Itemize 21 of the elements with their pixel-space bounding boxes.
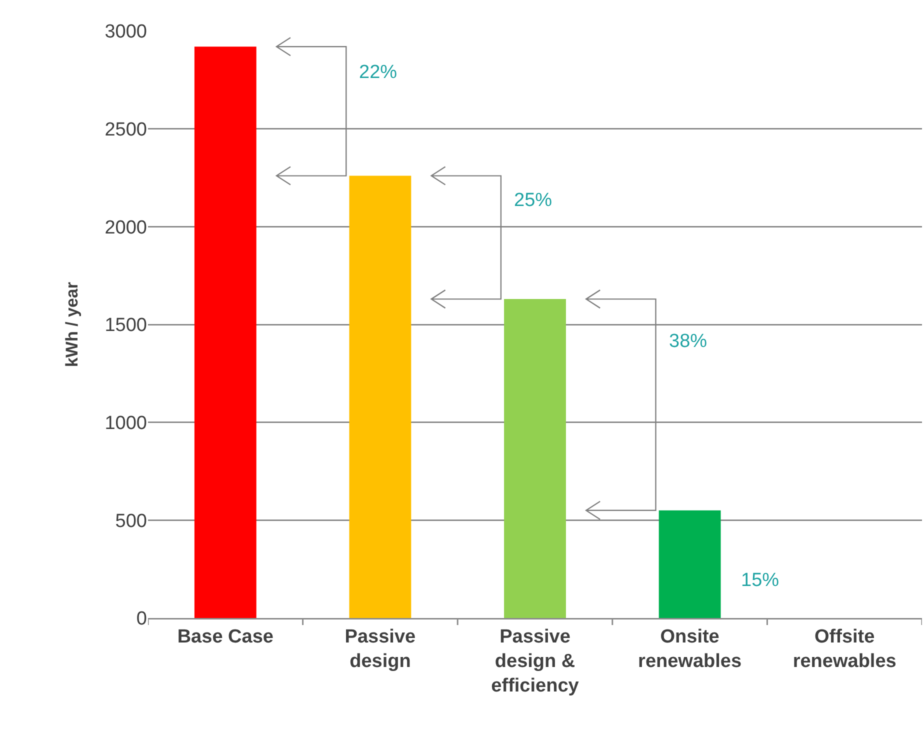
x-tick-label: Passive design & efficiency xyxy=(491,626,580,697)
y-axis-title: kWh / year xyxy=(62,282,82,368)
annotation: 38% xyxy=(669,331,708,352)
y-tick-label: 2500 xyxy=(104,119,147,140)
annotation: 15% xyxy=(741,570,780,591)
bar xyxy=(658,510,721,618)
annotation: 22% xyxy=(359,62,398,83)
y-tick-label: 1000 xyxy=(104,412,147,434)
x-tick-label: Offsite renewables xyxy=(792,626,896,672)
bar xyxy=(349,176,412,618)
bar xyxy=(194,46,256,618)
y-tick-label: 2000 xyxy=(104,217,147,238)
y-tick-label: 0 xyxy=(136,608,147,630)
bar xyxy=(504,299,566,618)
y-tick-label: 500 xyxy=(115,510,147,532)
x-tick-label: Passive design xyxy=(344,626,416,672)
y-tick-label: 3000 xyxy=(104,22,147,43)
x-tick-label: Base Case xyxy=(177,626,274,648)
y-tick-label: 1500 xyxy=(104,315,147,336)
x-tick-label: Onsite renewables xyxy=(638,626,742,672)
annotation: 25% xyxy=(514,190,552,211)
